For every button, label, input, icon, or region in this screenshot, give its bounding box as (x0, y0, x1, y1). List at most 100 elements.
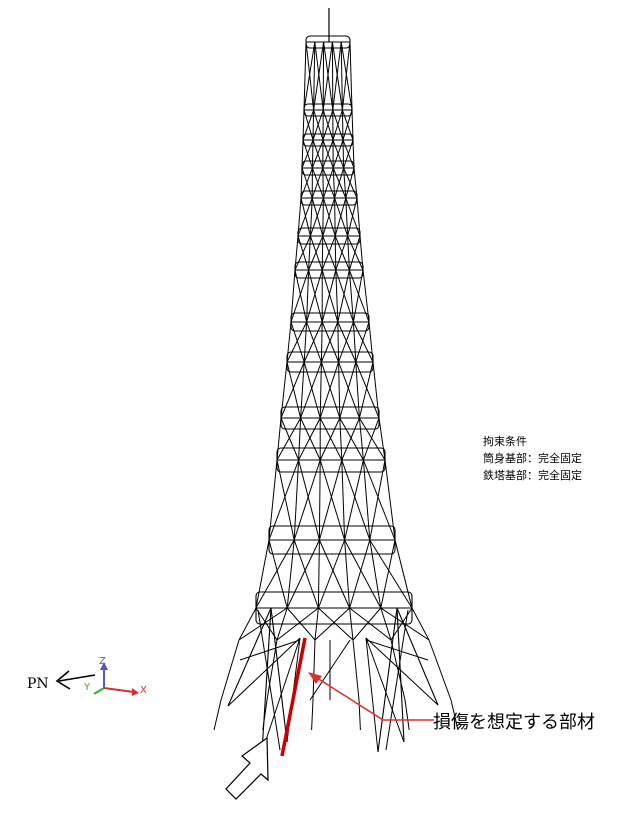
cross-brace (332, 139, 344, 169)
tower-leg-5 (349, 41, 353, 111)
tower-leg-3 (344, 539, 351, 609)
constraint-line-2: 鉄塔基部：完全固定 (483, 469, 582, 482)
cross-brace (332, 109, 343, 141)
tower-leg-3 (339, 417, 343, 461)
cross-brace (306, 321, 322, 363)
cross-brace (268, 539, 288, 609)
tower-leg-4 (352, 321, 357, 363)
tower-leg-1 (298, 417, 302, 461)
cross-brace (338, 361, 360, 419)
cross-brace (345, 197, 361, 237)
cross-brace (276, 459, 295, 541)
tower-leg-2 (311, 699, 314, 731)
cross-brace (348, 269, 370, 323)
tower-leg-3 (337, 321, 340, 363)
tower-leg-0 (302, 109, 305, 141)
cross-brace (335, 235, 349, 271)
cross-brace (322, 197, 336, 237)
cross-brace (314, 607, 350, 641)
base-brace (257, 609, 281, 751)
cross-brace (322, 109, 334, 141)
base-brace (309, 639, 351, 701)
tower-leg-0 (303, 41, 307, 111)
tower-leg-1 (309, 197, 313, 237)
cross-brace (352, 607, 382, 641)
tower-leg-4 (340, 41, 343, 111)
tower-leg-0 (290, 269, 296, 323)
cross-brace (369, 459, 386, 541)
cross-brace (303, 361, 321, 419)
damage-callout-line (313, 675, 434, 721)
cross-brace (303, 41, 316, 111)
tower-leg-1 (313, 41, 316, 111)
tower-leg-1 (286, 539, 295, 609)
tower-leg-3 (341, 459, 346, 541)
cross-brace (332, 41, 342, 111)
cross-brace (280, 417, 300, 461)
damaged-member-label: 損傷を想定する部材 (433, 712, 595, 733)
cross-brace (318, 459, 343, 541)
tower-leg-2 (312, 639, 316, 701)
cross-brace (294, 269, 308, 323)
cross-brace (362, 459, 396, 541)
cross-brace (337, 321, 357, 363)
tower-leg-5 (450, 699, 459, 731)
cross-brace (341, 459, 371, 541)
cross-brace (255, 607, 278, 641)
tower-leg-4 (390, 639, 406, 701)
cross-brace (298, 417, 321, 461)
cross-brace (312, 109, 324, 141)
cross-brace (238, 607, 288, 641)
cross-brace (313, 41, 325, 111)
cross-brace (320, 321, 339, 363)
tower-leg-5 (394, 539, 413, 609)
cross-brace (334, 197, 347, 237)
cross-brace (390, 607, 413, 641)
cross-brace (300, 417, 321, 461)
cross-brace (300, 167, 313, 199)
cross-brace (345, 167, 355, 199)
tower-leg-5 (411, 607, 430, 641)
cross-brace (308, 235, 324, 271)
cross-brace (344, 539, 382, 609)
cross-brace (280, 361, 305, 419)
tower-leg-1 (293, 459, 300, 541)
tower-leg-2 (318, 459, 321, 541)
cross-brace (380, 539, 396, 609)
constraint-title: 拘束条件 (483, 435, 527, 448)
tower-leg-1 (300, 361, 305, 419)
cross-brace (337, 269, 350, 323)
constraint-line-1: 筒身基部：完全固定 (483, 452, 582, 465)
tower-leg-2 (321, 235, 324, 271)
tower-leg-1 (266, 639, 278, 701)
cross-brace (358, 361, 374, 419)
cross-brace (309, 235, 323, 271)
cross-brace (311, 167, 324, 199)
base-leg-inner-0 (227, 637, 301, 707)
axis-y-label: Y (84, 682, 91, 693)
tower-leg-4 (355, 361, 360, 419)
cross-brace (341, 41, 351, 111)
tower-leg-1 (303, 321, 308, 363)
pn-arrow-shaft (58, 674, 96, 682)
tower-leg-5 (378, 417, 386, 461)
axis-z-label: Z (99, 656, 106, 667)
cross-brace (286, 361, 302, 419)
cross-brace (349, 539, 371, 609)
tower-leg-2 (322, 167, 324, 199)
base-leg-1 (261, 607, 272, 753)
cross-brace (317, 539, 346, 609)
axis-x-arrowhead (132, 688, 139, 696)
cross-brace (293, 539, 319, 609)
tower-leg-4 (358, 417, 364, 461)
tower-leg-3 (338, 361, 341, 419)
damaged-member (280, 637, 307, 757)
cross-brace (297, 197, 313, 237)
tower-leg-4 (341, 109, 344, 141)
cross-brace (318, 607, 354, 641)
cross-brace (338, 321, 354, 363)
tower-leg-2 (319, 361, 322, 419)
tower-leg-0 (286, 321, 292, 363)
cross-brace (334, 235, 350, 271)
